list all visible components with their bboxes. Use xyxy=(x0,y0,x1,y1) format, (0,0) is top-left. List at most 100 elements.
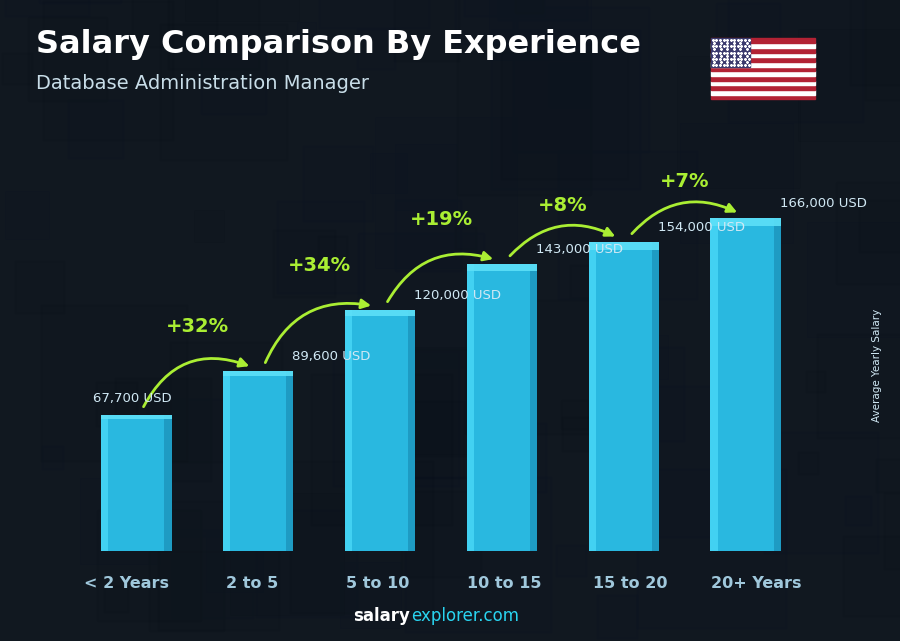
Bar xyxy=(40,0,121,3)
Bar xyxy=(766,394,807,438)
Bar xyxy=(393,0,459,62)
Bar xyxy=(562,417,594,451)
Bar xyxy=(478,151,505,179)
Bar xyxy=(97,510,201,621)
Bar xyxy=(40,304,187,461)
Bar xyxy=(873,0,900,101)
Bar xyxy=(303,526,329,555)
Bar xyxy=(711,38,814,43)
Bar xyxy=(5,0,119,119)
Bar xyxy=(711,38,751,67)
Bar xyxy=(561,401,588,429)
Bar xyxy=(184,0,299,21)
Bar xyxy=(92,0,217,52)
Bar xyxy=(530,264,537,551)
Bar xyxy=(148,551,224,631)
Text: Salary Comparison By Experience: Salary Comparison By Experience xyxy=(36,29,641,60)
Bar xyxy=(368,583,407,625)
Bar xyxy=(265,88,354,183)
Bar xyxy=(764,432,878,553)
Bar xyxy=(221,492,265,538)
Bar xyxy=(3,53,32,85)
Bar xyxy=(819,355,900,450)
Bar xyxy=(850,0,900,85)
Bar xyxy=(589,242,660,551)
Text: 5 to 10: 5 to 10 xyxy=(346,576,410,591)
Bar xyxy=(357,29,395,69)
Bar xyxy=(766,85,839,163)
Bar xyxy=(464,300,590,434)
Bar xyxy=(888,328,900,401)
Bar xyxy=(338,0,454,31)
Bar xyxy=(339,562,401,628)
Bar xyxy=(817,334,900,438)
Bar xyxy=(349,144,429,229)
Bar xyxy=(116,364,177,429)
Bar xyxy=(616,545,652,585)
Bar xyxy=(148,399,275,536)
Bar xyxy=(711,62,814,67)
Bar xyxy=(43,1,173,140)
Text: 20+ Years: 20+ Years xyxy=(711,576,801,591)
Bar xyxy=(41,174,106,243)
Bar xyxy=(303,146,373,221)
Bar xyxy=(395,201,461,271)
Bar xyxy=(79,29,177,133)
Text: +8%: +8% xyxy=(538,196,588,215)
Bar xyxy=(340,208,425,299)
Bar xyxy=(320,0,428,28)
Bar xyxy=(367,231,419,287)
Bar xyxy=(490,0,591,60)
Bar xyxy=(589,242,596,551)
Bar xyxy=(664,299,712,351)
Bar xyxy=(176,118,231,178)
Bar xyxy=(15,261,64,313)
Bar xyxy=(779,589,801,612)
Bar xyxy=(774,218,781,551)
Bar xyxy=(616,386,757,537)
Bar xyxy=(115,378,212,481)
Bar xyxy=(736,69,755,89)
Bar xyxy=(695,165,828,308)
Bar xyxy=(711,76,814,81)
Bar xyxy=(365,401,395,433)
Bar xyxy=(681,345,732,399)
Bar xyxy=(549,63,590,107)
Bar xyxy=(286,371,293,551)
Bar xyxy=(297,22,316,42)
Bar xyxy=(395,313,476,399)
Bar xyxy=(597,347,685,441)
Bar xyxy=(670,435,713,480)
Bar xyxy=(565,444,701,588)
Text: 143,000 USD: 143,000 USD xyxy=(536,243,623,256)
Bar xyxy=(717,493,767,545)
Bar xyxy=(571,265,600,297)
Bar xyxy=(258,238,280,262)
Bar xyxy=(482,313,562,398)
Bar xyxy=(307,415,450,569)
Bar xyxy=(501,44,628,179)
Bar xyxy=(598,595,637,638)
Bar xyxy=(884,492,900,569)
Text: 120,000 USD: 120,000 USD xyxy=(414,289,501,302)
Bar xyxy=(401,492,482,577)
Bar xyxy=(780,337,852,414)
Bar xyxy=(220,0,291,17)
Bar xyxy=(42,446,63,469)
Bar xyxy=(711,90,814,95)
Text: 10 to 15: 10 to 15 xyxy=(467,576,541,591)
Bar xyxy=(865,0,900,99)
Bar xyxy=(642,0,729,67)
Bar xyxy=(536,260,609,338)
Bar xyxy=(482,423,546,492)
Bar xyxy=(432,0,501,10)
Bar xyxy=(202,46,266,114)
Bar xyxy=(222,371,293,376)
Bar xyxy=(677,56,800,188)
Bar xyxy=(466,264,537,271)
Bar xyxy=(847,292,900,386)
Text: +32%: +32% xyxy=(166,317,229,337)
Bar xyxy=(502,164,596,265)
Bar xyxy=(218,433,356,581)
Bar xyxy=(859,200,900,253)
